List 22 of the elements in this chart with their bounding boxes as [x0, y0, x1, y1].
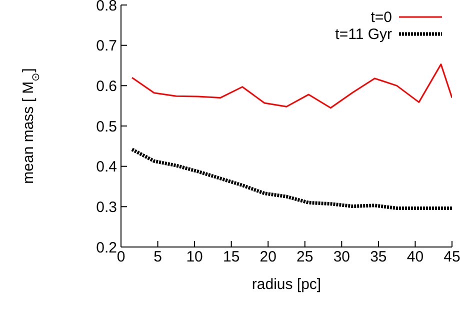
x-tick-label: 45 [444, 248, 460, 266]
legend-label: t=11 Gyr [335, 26, 392, 43]
y-tick-label: 0.7 [96, 38, 117, 55]
y-tick-label: 0.5 [96, 118, 117, 136]
x-tick-label: 35 [370, 248, 387, 266]
x-tick-label: 20 [260, 248, 276, 266]
x-tick-label: 15 [222, 248, 240, 266]
y-tick-label: 0.6 [96, 78, 117, 95]
x-tick-label: 0 [116, 248, 126, 266]
x-tick-label: 25 [296, 248, 314, 266]
x-tick-label: 10 [186, 248, 203, 266]
y-tick-label: 0.8 [96, 0, 117, 14]
x-axis-title: radius [pc] [252, 276, 322, 293]
line-series [131, 64, 452, 109]
x-tick-label: 40 [406, 248, 424, 266]
legend-label: t=0 [370, 9, 392, 26]
y-tick-label: 0.2 [96, 239, 117, 256]
x-tick-label: 5 [154, 248, 162, 266]
y-tick-label: 0.4 [96, 158, 117, 176]
y-tick-label: 0.3 [96, 198, 117, 216]
x-tick-label: 30 [333, 248, 350, 266]
line-series [130, 148, 452, 210]
